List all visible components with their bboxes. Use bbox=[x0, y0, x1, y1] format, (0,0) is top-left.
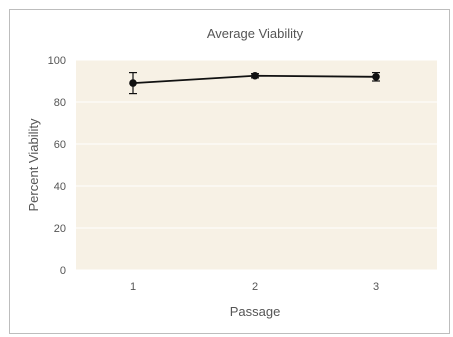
chart-title: Average Viability bbox=[207, 26, 304, 41]
gridlines bbox=[76, 59, 437, 271]
x-tick-label: 1 bbox=[130, 281, 136, 293]
data-point bbox=[372, 73, 380, 81]
y-tick-label: 40 bbox=[54, 181, 66, 193]
y-tick-label: 80 bbox=[54, 97, 66, 109]
y-tick-label: 20 bbox=[54, 223, 66, 235]
data-points bbox=[129, 71, 380, 87]
y-axis-title: Percent Viability bbox=[26, 118, 41, 211]
data-point bbox=[129, 79, 137, 87]
x-axis-title: Passage bbox=[230, 304, 281, 319]
x-tick-label: 3 bbox=[373, 281, 379, 293]
x-tick-labels: 1 2 3 bbox=[130, 281, 379, 293]
y-tick-labels: 0 20 40 60 80 100 bbox=[48, 55, 66, 277]
y-tick-label: 100 bbox=[48, 55, 66, 67]
y-tick-label: 60 bbox=[54, 139, 66, 151]
data-point bbox=[251, 71, 259, 80]
plot-area bbox=[76, 60, 437, 270]
x-tick-label: 2 bbox=[252, 281, 258, 293]
y-tick-label: 0 bbox=[60, 265, 66, 277]
